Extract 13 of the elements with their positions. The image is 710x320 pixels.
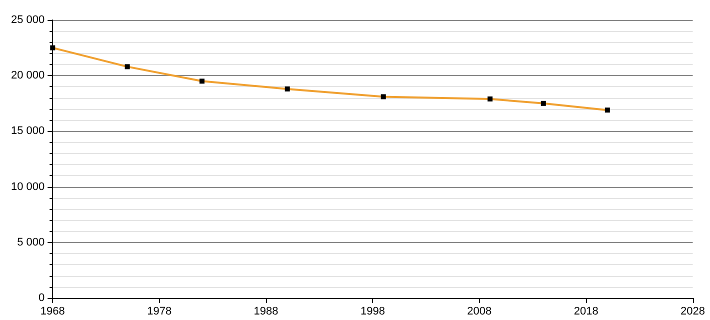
x-tick-label: 2028 (680, 306, 706, 318)
y-tick-label: 15 000 (10, 125, 45, 138)
x-tick-label: 1988 (254, 306, 278, 318)
x-tick-label: 2018 (574, 306, 598, 318)
y-tick-label: 20 000 (10, 70, 45, 82)
y-tick-label: 0 (38, 292, 45, 304)
y-tick-label: 10 000 (10, 180, 45, 193)
x-tick-label: 1998 (360, 306, 385, 318)
y-tick-label: 5 000 (17, 236, 45, 248)
x-tick-label: 1968 (40, 306, 65, 318)
y-tick-label: 25 000 (10, 14, 45, 26)
x-tick-label: 1978 (147, 306, 172, 318)
x-tick-label: 2008 (467, 306, 492, 318)
